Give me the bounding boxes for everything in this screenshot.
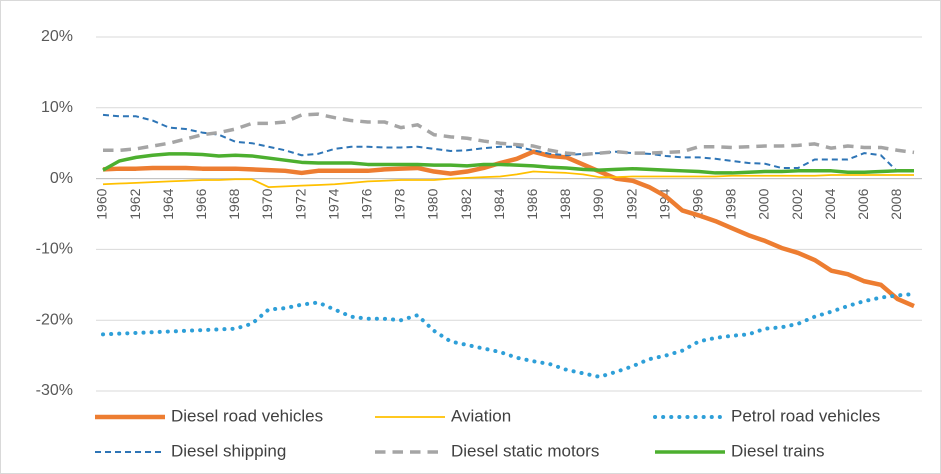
- x-tick-label: 1980: [425, 188, 441, 219]
- y-tick-label: 0%: [50, 170, 73, 187]
- x-tick-label: 1974: [325, 188, 341, 219]
- x-tick-label: 1998: [723, 188, 739, 219]
- x-tick-label: 2004: [822, 188, 838, 219]
- x-tick-label: 1988: [557, 188, 573, 219]
- x-tick-label: 2008: [888, 188, 904, 219]
- x-tick-label: 1982: [458, 188, 474, 219]
- x-tick-label: 1976: [359, 188, 375, 219]
- x-tick-label: 1986: [524, 188, 540, 219]
- x-tick-label: 1990: [590, 188, 606, 219]
- x-tick-label: 2006: [855, 188, 871, 219]
- x-tick-label: 1960: [94, 188, 110, 219]
- x-tick-label: 1970: [259, 188, 275, 219]
- x-tick-label: 2000: [756, 188, 772, 219]
- legend-label: Diesel trains: [731, 441, 825, 460]
- x-tick-label: 1984: [491, 188, 507, 219]
- x-tick-label: 1972: [292, 188, 308, 219]
- legend-label: Diesel shipping: [171, 441, 286, 460]
- y-tick-label: 10%: [41, 99, 73, 116]
- legend-label: Diesel road vehicles: [171, 406, 323, 425]
- x-tick-label: 1968: [226, 188, 242, 219]
- x-tick-label: 1964: [160, 188, 176, 219]
- series-line: [102, 170, 914, 188]
- x-tick-label: 2002: [789, 188, 805, 219]
- x-tick-label: 1978: [392, 188, 408, 219]
- x-tick-label: 1962: [127, 188, 143, 219]
- y-tick-label: -20%: [36, 311, 73, 328]
- x-tick-label: 1966: [193, 188, 209, 219]
- series-line: [103, 112, 915, 157]
- legend-label: Petrol road vehicles: [731, 406, 880, 425]
- y-tick-label: -30%: [36, 382, 73, 399]
- series-line: [102, 113, 914, 173]
- y-tick-label: -10%: [36, 241, 73, 258]
- x-tick-label: 1992: [623, 188, 639, 219]
- series-line: [102, 152, 914, 175]
- legend-label: Aviation: [451, 406, 511, 425]
- series-line: [102, 149, 915, 309]
- legend-label: Diesel static motors: [451, 441, 599, 460]
- y-tick-label: 20%: [41, 28, 73, 45]
